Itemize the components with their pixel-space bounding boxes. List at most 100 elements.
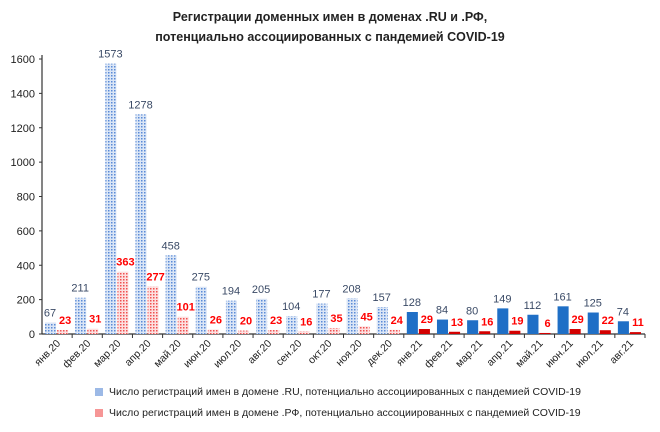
data-label-rf: 45 bbox=[360, 311, 372, 323]
bar-ru bbox=[316, 303, 328, 334]
x-tick-label: ноя.20 bbox=[334, 338, 365, 369]
y-tick-label: 800 bbox=[17, 192, 35, 204]
data-label-ru: 1278 bbox=[128, 99, 152, 111]
bar-rf bbox=[87, 328, 99, 334]
data-label-ru: 80 bbox=[466, 305, 478, 317]
bar-ru bbox=[557, 306, 569, 334]
bar-rf bbox=[147, 286, 159, 334]
data-label-ru: 67 bbox=[44, 307, 56, 319]
y-tick-label: 0 bbox=[29, 329, 35, 341]
bar-rf bbox=[298, 331, 310, 334]
y-tick-label: 1000 bbox=[11, 157, 35, 169]
bar-rf bbox=[237, 330, 250, 334]
bar-rf bbox=[539, 332, 551, 334]
bar-rf bbox=[358, 326, 370, 334]
legend-item-rf: Число регистраций имен в домене .РФ, пот… bbox=[95, 407, 581, 419]
bar-ru bbox=[75, 297, 87, 334]
x-tick-label: фев.21 bbox=[422, 338, 455, 371]
data-label-ru: 194 bbox=[222, 286, 240, 298]
data-label-rf: 29 bbox=[421, 314, 433, 326]
legend-item-ru: Число регистраций имен в домене .RU, пот… bbox=[95, 386, 581, 398]
bar-rf bbox=[629, 332, 641, 334]
data-label-rf: 277 bbox=[146, 271, 164, 283]
x-tick-label: мар.21 bbox=[453, 338, 485, 370]
data-label-rf: 16 bbox=[481, 316, 493, 328]
data-label-rf: 19 bbox=[511, 316, 523, 328]
legend-swatch-rf bbox=[95, 409, 103, 417]
data-label-ru: 157 bbox=[373, 292, 391, 304]
data-label-ru: 104 bbox=[282, 301, 300, 313]
data-label-rf: 20 bbox=[240, 316, 252, 328]
bar-ru bbox=[195, 286, 207, 334]
x-tick-label: янв.21 bbox=[394, 338, 425, 369]
bar-rf bbox=[509, 330, 521, 334]
data-label-ru: 74 bbox=[617, 306, 629, 318]
data-label-ru: 205 bbox=[252, 284, 270, 296]
x-tick-label: авг.21 bbox=[607, 338, 636, 367]
bar-rf bbox=[177, 316, 189, 334]
bar-rf bbox=[449, 331, 461, 334]
bar-ru bbox=[467, 320, 479, 334]
data-label-rf: 6 bbox=[544, 318, 550, 330]
chart-title-line2: потенциально ассоциированных с пандемией… bbox=[155, 30, 505, 44]
y-tick-label: 1200 bbox=[11, 123, 35, 135]
bar-ru bbox=[587, 312, 599, 334]
x-tick-label: фев.20 bbox=[60, 338, 93, 371]
data-label-ru: 84 bbox=[436, 305, 448, 317]
bar-ru bbox=[527, 314, 539, 334]
x-tick-label: окт.20 bbox=[306, 338, 335, 367]
data-label-rf: 16 bbox=[300, 316, 312, 328]
x-tick-label: авг.20 bbox=[246, 338, 275, 367]
data-label-rf: 101 bbox=[177, 302, 195, 314]
data-label-rf: 26 bbox=[210, 315, 222, 327]
bar-rf bbox=[418, 329, 430, 334]
x-tick-label: июл.20 bbox=[211, 338, 244, 371]
data-label-ru: 208 bbox=[342, 283, 360, 295]
data-label-rf: 23 bbox=[270, 315, 282, 327]
bar-ru bbox=[105, 63, 117, 334]
bar-rf bbox=[268, 330, 280, 334]
y-tick-label: 1600 bbox=[11, 54, 35, 66]
bar-ru bbox=[406, 312, 418, 334]
bar-ru bbox=[225, 300, 237, 334]
data-label-rf: 22 bbox=[602, 315, 614, 327]
data-label-ru: 1573 bbox=[98, 49, 122, 61]
data-label-rf: 23 bbox=[59, 315, 71, 327]
bar-rf bbox=[207, 329, 219, 334]
y-tick-label: 600 bbox=[17, 226, 35, 238]
data-label-rf: 29 bbox=[572, 314, 584, 326]
data-label-ru: 177 bbox=[312, 289, 330, 301]
chart-title-line1: Регистрации доменных имен в доменах .RU … bbox=[172, 10, 488, 24]
bar-ru bbox=[376, 307, 388, 334]
data-label-ru: 149 bbox=[493, 293, 511, 305]
data-label-rf: 31 bbox=[89, 314, 101, 326]
bar-rf bbox=[599, 330, 611, 334]
legend-label-rf: Число регистраций имен в домене .РФ, пот… bbox=[109, 407, 581, 419]
x-tick-label: май.20 bbox=[152, 338, 184, 370]
bar-rf bbox=[388, 329, 400, 334]
x-tick-label: мар.20 bbox=[91, 338, 123, 370]
bar-ru bbox=[165, 255, 177, 334]
bar-rf bbox=[57, 330, 69, 334]
legend-swatch-ru bbox=[95, 388, 103, 396]
bar-ru bbox=[346, 298, 358, 334]
x-tick-label: апр.21 bbox=[484, 338, 515, 369]
x-tick-label: июн.21 bbox=[543, 338, 576, 371]
data-label-rf: 11 bbox=[632, 317, 644, 329]
bar-ru bbox=[436, 319, 449, 334]
data-label-rf: 13 bbox=[451, 317, 463, 329]
data-label-ru: 458 bbox=[161, 240, 179, 252]
y-tick-label: 400 bbox=[17, 260, 35, 272]
bar-ru bbox=[286, 316, 298, 334]
data-label-rf: 24 bbox=[391, 315, 404, 327]
x-tick-label: июн.20 bbox=[181, 338, 214, 371]
data-label-ru: 275 bbox=[192, 272, 210, 284]
legend-label-ru: Число регистраций имен в домене .RU, пот… bbox=[109, 386, 581, 398]
bar-rf bbox=[479, 331, 491, 334]
x-tick-label: май.21 bbox=[513, 338, 545, 370]
data-label-rf: 35 bbox=[330, 313, 342, 325]
x-tick-label: апр.20 bbox=[123, 338, 154, 369]
data-label-ru: 112 bbox=[524, 300, 542, 312]
